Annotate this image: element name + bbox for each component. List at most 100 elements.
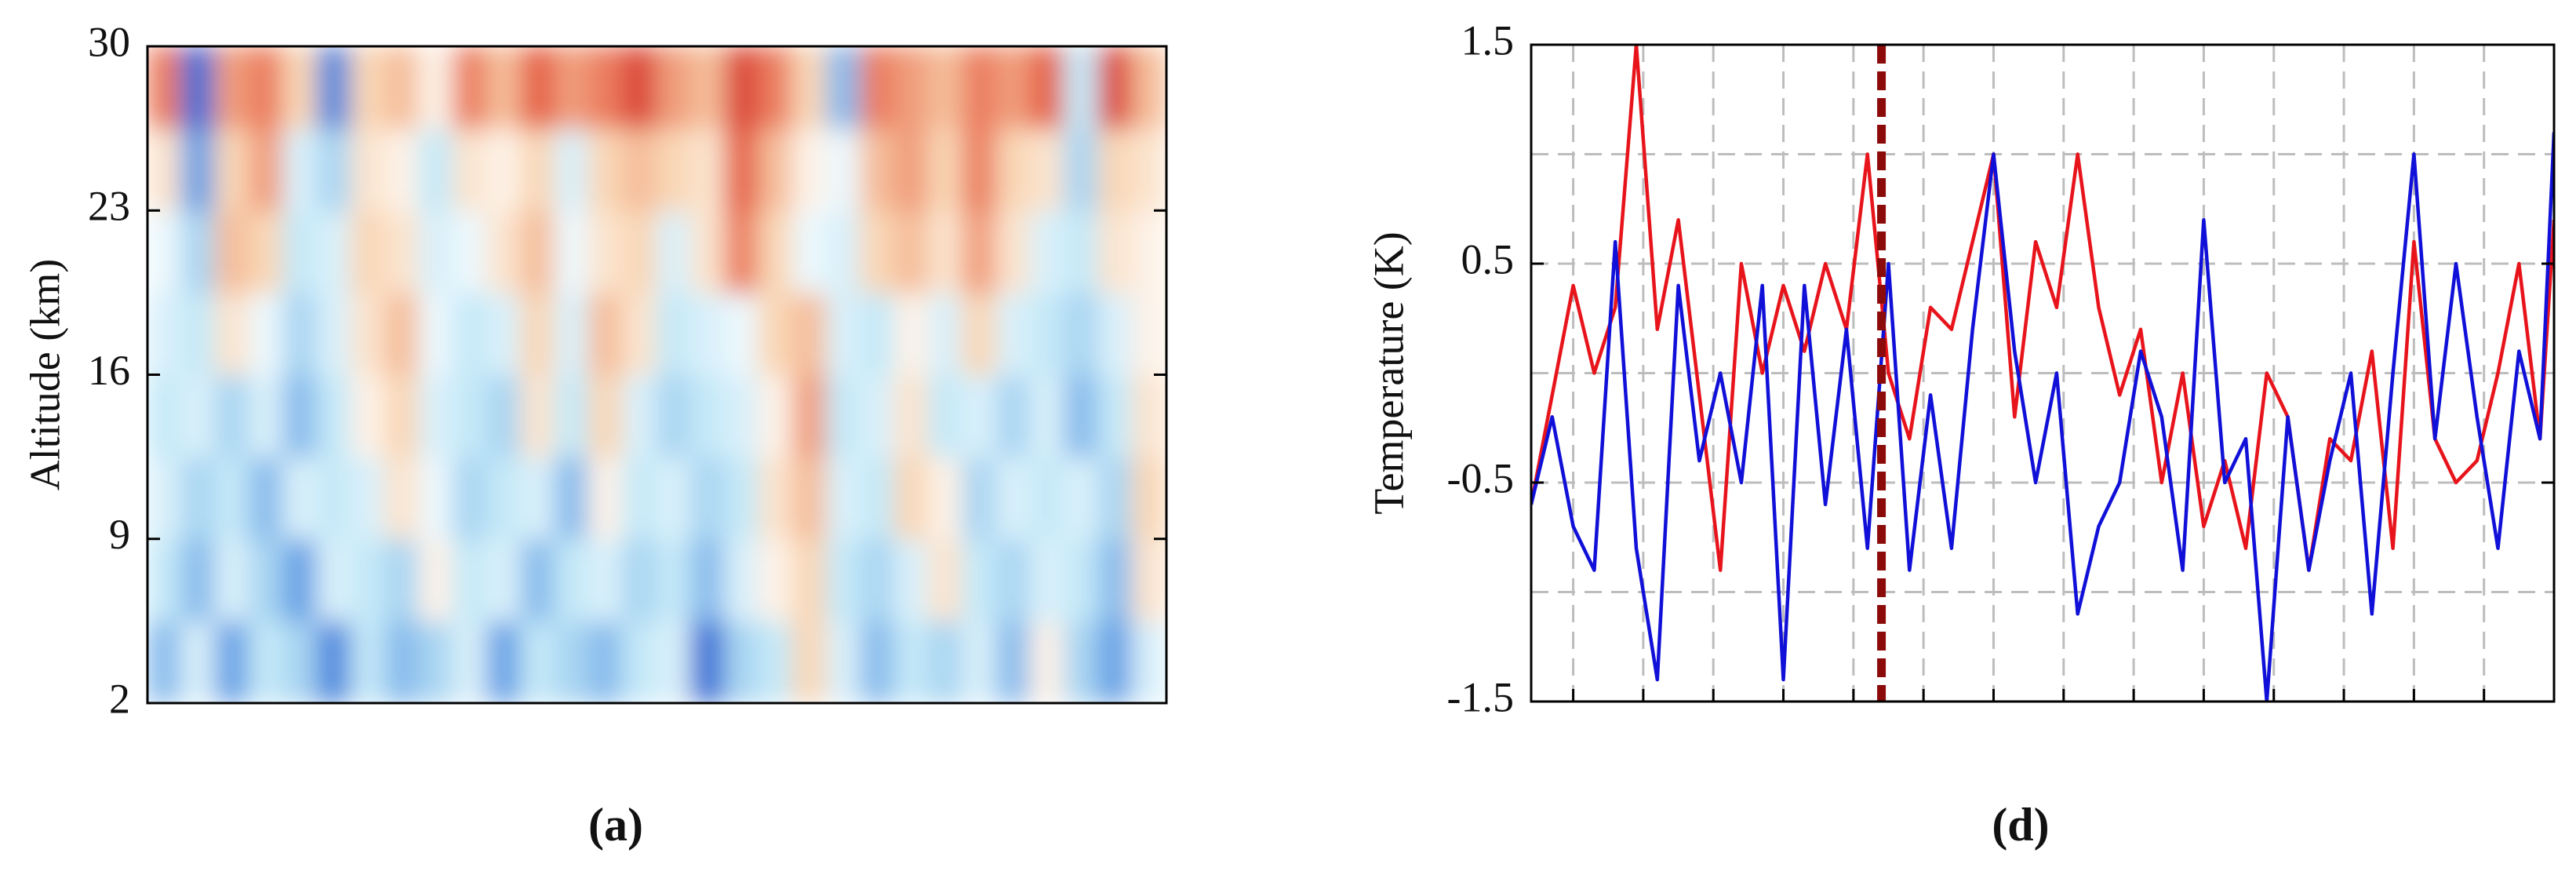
heat-cell	[282, 456, 318, 540]
heat-cell	[860, 374, 896, 458]
heat-cell	[689, 620, 726, 703]
heat-cell	[860, 210, 896, 293]
heat-cell	[689, 291, 726, 376]
axes-frame	[1530, 43, 2556, 703]
heat-cell	[248, 127, 285, 212]
heat-cell	[180, 620, 216, 703]
heat-cell	[724, 538, 760, 622]
heat-cell	[316, 46, 352, 129]
heat-cell	[995, 620, 1031, 703]
heat-cell	[826, 127, 862, 212]
heat-cell	[893, 291, 930, 376]
heat-cell	[689, 46, 726, 129]
heat-cell	[147, 620, 183, 703]
heat-cell	[147, 538, 183, 622]
heat-cell	[758, 456, 794, 540]
y-tick-label: 30	[88, 18, 130, 65]
heat-cell	[214, 620, 250, 703]
heat-cell	[588, 456, 624, 540]
heat-cell	[554, 127, 590, 212]
heat-cell	[656, 538, 692, 622]
heat-cell	[1131, 127, 1166, 212]
heat-cell	[791, 210, 828, 293]
heat-cell	[384, 538, 420, 622]
heat-cell	[656, 374, 692, 458]
heat-cell	[486, 46, 522, 129]
heat-cell	[316, 620, 352, 703]
heat-cell	[1029, 46, 1066, 129]
heat-cell	[282, 46, 318, 129]
heat-cell	[214, 538, 250, 622]
heat-cell	[1064, 538, 1100, 622]
heat-cell	[860, 46, 896, 129]
heat-cell	[995, 210, 1031, 293]
heat-cell	[758, 127, 794, 212]
heat-cell	[384, 127, 420, 212]
heat-cell	[248, 456, 285, 540]
heat-cell	[248, 538, 285, 622]
y-tick-label: 1.5	[1461, 16, 1515, 64]
heat-cell	[588, 620, 624, 703]
heat-cell	[248, 291, 285, 376]
plot-area	[1531, 45, 2554, 702]
heat-cell	[962, 374, 998, 458]
heat-cell	[724, 210, 760, 293]
heat-cell	[758, 620, 794, 703]
heat-cell	[214, 127, 250, 212]
heat-cell	[452, 456, 488, 540]
heat-cell	[962, 46, 998, 129]
y-tick-label: 16	[88, 347, 130, 394]
heat-cell	[622, 291, 658, 376]
heat-cell	[791, 127, 828, 212]
heat-cell	[724, 46, 760, 129]
heat-cell	[350, 46, 387, 129]
heat-cell	[486, 456, 522, 540]
heat-cell	[147, 46, 183, 129]
heat-cell	[1064, 456, 1100, 540]
heat-cell	[622, 210, 658, 293]
heat-cell	[350, 620, 387, 703]
heat-cell	[418, 291, 454, 376]
heat-cell	[588, 127, 624, 212]
y-axis-label: Altitude (km)	[21, 259, 68, 490]
heat-cell	[622, 374, 658, 458]
heat-cell	[758, 210, 794, 293]
heat-cell	[1097, 374, 1133, 458]
heat-cell	[588, 538, 624, 622]
heat-cell	[350, 374, 387, 458]
heat-cell	[962, 127, 998, 212]
heat-cell	[860, 538, 896, 622]
heat-cell	[1131, 46, 1166, 129]
heat-cell	[1097, 127, 1133, 212]
heat-cell	[1029, 374, 1066, 458]
heat-cell	[418, 374, 454, 458]
heat-cell	[995, 456, 1031, 540]
heat-cell	[180, 374, 216, 458]
heat-cell	[452, 291, 488, 376]
heat-cell	[1097, 620, 1133, 703]
heat-cell	[791, 620, 828, 703]
heat-cell	[1029, 620, 1066, 703]
heat-cell	[147, 456, 183, 540]
heat-cell	[689, 456, 726, 540]
heat-cell	[791, 46, 828, 129]
heat-cell	[486, 291, 522, 376]
heat-cell	[214, 210, 250, 293]
heat-cell	[486, 127, 522, 212]
heat-cell	[927, 620, 964, 703]
heat-cell	[1131, 538, 1166, 622]
heat-cell	[486, 538, 522, 622]
heat-cell	[418, 127, 454, 212]
heat-cell	[147, 291, 183, 376]
heat-cell	[588, 291, 624, 376]
heat-cell	[1131, 210, 1166, 293]
heat-cell	[826, 46, 862, 129]
heat-cell	[520, 620, 556, 703]
heat-cell	[248, 210, 285, 293]
heat-cell	[282, 210, 318, 293]
heat-cell	[826, 620, 862, 703]
heat-cell	[554, 374, 590, 458]
heat-cell	[962, 291, 998, 376]
heat-cell	[962, 620, 998, 703]
heat-cell	[893, 374, 930, 458]
